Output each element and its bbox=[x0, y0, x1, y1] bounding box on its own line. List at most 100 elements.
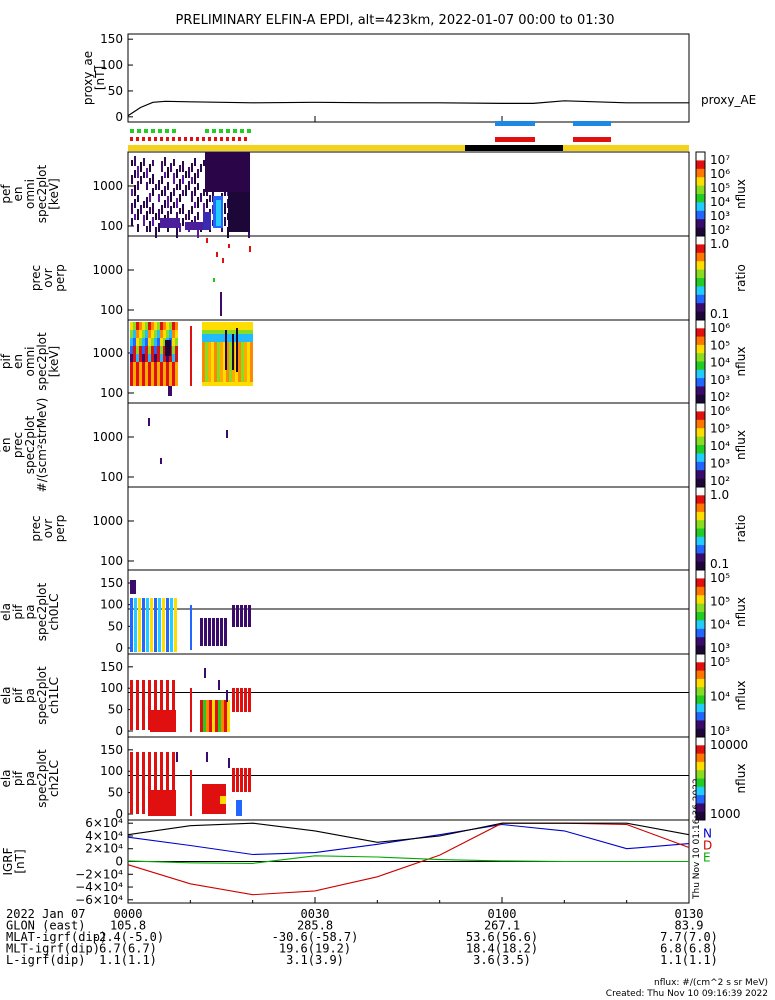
spectrogram-cell bbox=[169, 382, 172, 386]
spectrogram-cell bbox=[247, 362, 250, 366]
spectrogram-cell bbox=[205, 784, 208, 814]
spectrogram-cell bbox=[244, 605, 247, 627]
y-axis-label: ch1LC bbox=[47, 677, 61, 714]
spectrogram-cell bbox=[130, 610, 133, 616]
spectrogram-cell bbox=[220, 322, 223, 326]
spectrogram-cell bbox=[166, 382, 169, 386]
spectrogram-cell bbox=[205, 354, 208, 358]
red-mark bbox=[148, 137, 151, 141]
spectrogram-cell bbox=[152, 174, 154, 184]
created-stamp: Created: Thu Nov 10 09:16:39 2022 bbox=[606, 989, 768, 999]
spectrogram-cell bbox=[250, 366, 253, 370]
spectrogram-cell bbox=[134, 171, 136, 178]
spectrogram-cell bbox=[142, 628, 145, 634]
spectrogram-cell bbox=[170, 206, 172, 214]
spectrogram-cell bbox=[138, 622, 141, 628]
spectrogram-cell bbox=[229, 334, 232, 338]
spectrogram-cell bbox=[229, 350, 232, 354]
spectrogram-cell bbox=[142, 622, 145, 628]
footer-cell: 1.1(1.1) bbox=[99, 953, 157, 967]
spectrogram-cell bbox=[154, 604, 157, 610]
spectrogram-cell bbox=[157, 342, 160, 346]
spectrogram-cell bbox=[211, 346, 214, 350]
spectrogram-cell bbox=[217, 358, 220, 362]
y-tick-label: 150 bbox=[100, 32, 123, 46]
spectrogram-cell bbox=[227, 700, 230, 732]
spectrogram-cell bbox=[161, 161, 163, 172]
spectrogram-cell bbox=[214, 322, 217, 326]
spectrogram-cell bbox=[208, 346, 211, 350]
colorbar-segment bbox=[696, 612, 705, 621]
spectrogram-cell bbox=[209, 700, 212, 732]
spectrogram-cell bbox=[250, 378, 253, 382]
colorbar-segment bbox=[696, 202, 705, 212]
red-mark bbox=[220, 137, 223, 141]
spectrogram-cell bbox=[202, 362, 205, 366]
spectrogram-cell bbox=[229, 338, 232, 342]
spectrogram-cell bbox=[188, 210, 190, 220]
spectrogram-cell bbox=[244, 370, 247, 374]
spectrogram-cell bbox=[154, 370, 157, 374]
spectrogram-cell bbox=[197, 227, 199, 238]
spectrogram-cell bbox=[202, 370, 205, 374]
colorbar-segment bbox=[696, 344, 705, 354]
spectrogram-cell bbox=[172, 366, 175, 370]
spectrogram-cell bbox=[241, 338, 244, 342]
spectrogram-cell bbox=[172, 374, 175, 378]
spectrogram-cell bbox=[220, 796, 226, 804]
y-axis-label: en bbox=[11, 187, 25, 202]
spectrogram-cell bbox=[229, 370, 232, 374]
spectrogram-cell bbox=[220, 346, 223, 350]
spectrogram-cell bbox=[217, 784, 220, 814]
spectrogram-cell bbox=[162, 628, 165, 634]
green-mark bbox=[212, 129, 216, 133]
spectrogram-cell bbox=[166, 610, 169, 616]
panel-frame-2 bbox=[127, 235, 690, 321]
colorbar-tick: 10⁵ bbox=[710, 571, 730, 585]
spectrogram-cell bbox=[241, 350, 244, 354]
spectrogram-cell bbox=[148, 338, 151, 342]
spectrogram-cell bbox=[247, 326, 250, 330]
colorbar-segment bbox=[696, 403, 705, 412]
spectrogram-cell bbox=[148, 366, 151, 370]
spectrogram-cell bbox=[211, 342, 214, 346]
spectrogram-cell bbox=[134, 634, 137, 640]
spectrogram-cell bbox=[185, 171, 187, 178]
spectrogram-cell bbox=[130, 680, 133, 730]
spectrogram-cell bbox=[138, 616, 141, 622]
spectrogram-cell bbox=[247, 382, 250, 386]
spectrogram-cell bbox=[175, 334, 178, 338]
spectrogram-cell bbox=[131, 203, 133, 214]
spectrogram-cell bbox=[205, 374, 208, 378]
spectrogram-cell bbox=[170, 192, 172, 202]
spectrogram-cell bbox=[214, 346, 217, 350]
y-axis-label: en bbox=[11, 354, 25, 369]
spectrogram-cell bbox=[211, 350, 214, 354]
spectrogram-cell bbox=[214, 342, 217, 346]
spectrogram-cell bbox=[139, 366, 142, 370]
spectrogram-cell bbox=[250, 334, 253, 338]
y-axis-label: ch2LC bbox=[47, 760, 61, 797]
spectrogram-cell bbox=[223, 370, 226, 374]
spectrogram-cell bbox=[163, 374, 166, 378]
spectrogram-cell bbox=[202, 338, 205, 342]
spectrogram-cell bbox=[134, 646, 137, 652]
spectrogram-cell bbox=[209, 195, 211, 202]
spectrogram-cell bbox=[158, 180, 160, 190]
spectrogram-cell bbox=[150, 640, 153, 646]
spectrogram-cell bbox=[215, 700, 218, 732]
spectrogram-cell bbox=[191, 206, 193, 214]
spectrogram-cell bbox=[229, 342, 232, 346]
spectrogram-cell bbox=[238, 330, 241, 334]
spectrogram-cell bbox=[213, 278, 215, 282]
spectrogram-cell bbox=[229, 354, 232, 358]
colorbar-segment bbox=[696, 252, 705, 262]
spectrogram-cell bbox=[154, 354, 157, 358]
spectrogram-cell bbox=[206, 752, 208, 762]
spectrogram-cell bbox=[208, 358, 211, 362]
spectrogram-contents bbox=[130, 152, 253, 816]
colorbar-tick: 10³ bbox=[710, 373, 730, 387]
spectrogram-cell bbox=[236, 688, 239, 712]
spectrogram-cell bbox=[250, 374, 253, 378]
y-tick-label: 150 bbox=[100, 743, 123, 757]
